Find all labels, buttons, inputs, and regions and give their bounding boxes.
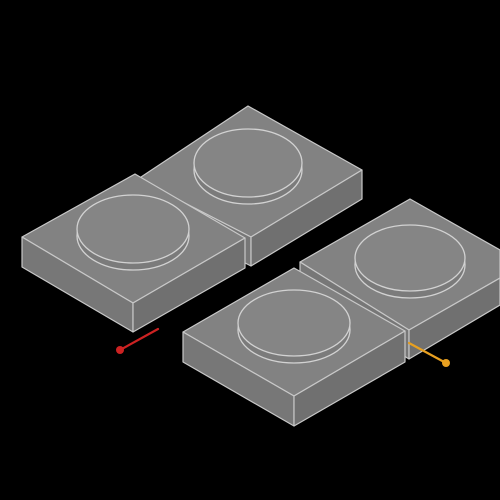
block-side-face [408, 277, 500, 360]
orange-pin-stem [407, 341, 448, 365]
disc-platform-top [76, 194, 190, 264]
block-front-left [182, 267, 406, 427]
orange-pin-head [442, 359, 450, 367]
disc-platform-top [237, 289, 351, 357]
disc-platform-top [354, 224, 466, 292]
block-back-left [21, 173, 246, 333]
red-pin-head [116, 346, 124, 354]
block-side-face [293, 330, 406, 427]
disc-platform-top [193, 128, 303, 198]
orange-pin-marker [407, 341, 450, 367]
red-pin-stem [118, 327, 160, 352]
block-side-face [250, 169, 363, 267]
block-side-face [132, 237, 246, 333]
red-pin-marker [116, 327, 160, 354]
